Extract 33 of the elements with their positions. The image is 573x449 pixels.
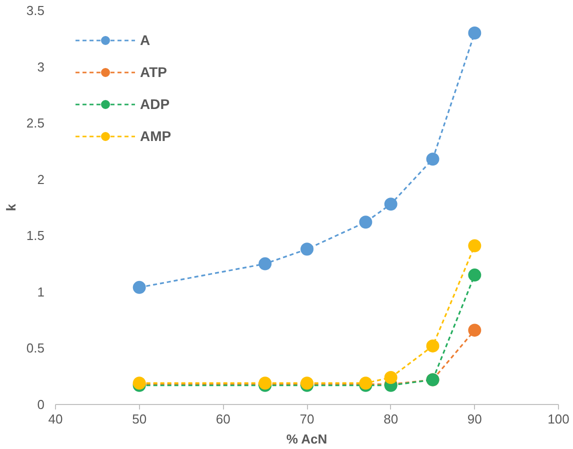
x-tick-label: 90 [467, 412, 482, 426]
y-tick-label: 1.5 [26, 228, 45, 244]
legend-label: A [140, 32, 152, 48]
point [468, 268, 482, 282]
point [384, 198, 398, 211]
y-tick-label: 1 [37, 284, 45, 300]
point [426, 152, 440, 166]
point [258, 257, 272, 270]
y-tick-label: 3 [37, 59, 45, 74]
point [132, 280, 146, 294]
y-tick-label: 3.5 [26, 3, 45, 18]
x-tick-label: 100 [548, 412, 570, 426]
legend-label: ATP [140, 64, 167, 80]
x-tick-label: 80 [384, 412, 398, 426]
point [384, 370, 398, 384]
x-tick-label: 60 [216, 412, 230, 426]
legend-label: AMP [140, 128, 172, 144]
point [359, 216, 372, 229]
x-axis-title: % AcN [286, 432, 328, 446]
x-tick-label: 50 [132, 412, 147, 426]
y-tick-label: 2 [37, 172, 45, 187]
legend-label: ADP [140, 96, 170, 112]
point [300, 242, 314, 256]
y-tick-label: 0.5 [26, 340, 45, 356]
x-tick-label: 40 [48, 412, 63, 426]
point [468, 26, 482, 40]
y-tick-label: 0 [37, 397, 45, 412]
point [468, 239, 482, 252]
y-axis-title: k [3, 203, 18, 212]
point [426, 339, 440, 352]
x-tick-label: 70 [300, 412, 314, 426]
y-tick-label: 2.5 [26, 116, 45, 131]
point [468, 324, 482, 337]
